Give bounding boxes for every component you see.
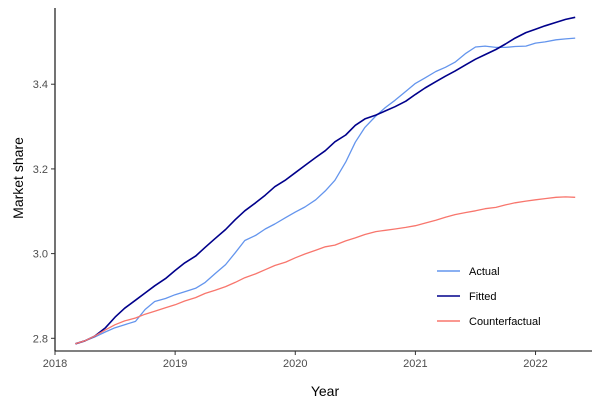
legend: Actual Fitted Counterfactual bbox=[437, 266, 541, 328]
y-tick-label: 2.8 bbox=[33, 333, 48, 345]
legend-label-actual: Actual bbox=[469, 266, 500, 278]
x-tick-label: 2022 bbox=[523, 358, 547, 370]
axes: 2.8 3.0 3.2 3.4 2018 2019 2020 2021 2022 bbox=[33, 8, 592, 370]
series-line-fitted bbox=[75, 16, 576, 345]
x-tick-label: 2021 bbox=[403, 358, 427, 370]
y-tick-label: 3.0 bbox=[33, 249, 48, 261]
legend-label-counterfactual: Counterfactual bbox=[469, 316, 541, 328]
y-tick-label: 3.4 bbox=[33, 79, 48, 91]
x-axis-title: Year bbox=[311, 383, 340, 399]
y-tick-label: 3.2 bbox=[33, 164, 48, 176]
legend-label-fitted: Fitted bbox=[469, 291, 497, 303]
x-tick-label: 2018 bbox=[43, 358, 67, 370]
series-line-counterfactual bbox=[75, 196, 576, 345]
plot-area bbox=[75, 16, 576, 345]
series-line-actual bbox=[75, 37, 576, 345]
y-axis-title: Market share bbox=[10, 137, 26, 219]
x-tick-label: 2019 bbox=[163, 358, 187, 370]
x-tick-label: 2020 bbox=[283, 358, 307, 370]
